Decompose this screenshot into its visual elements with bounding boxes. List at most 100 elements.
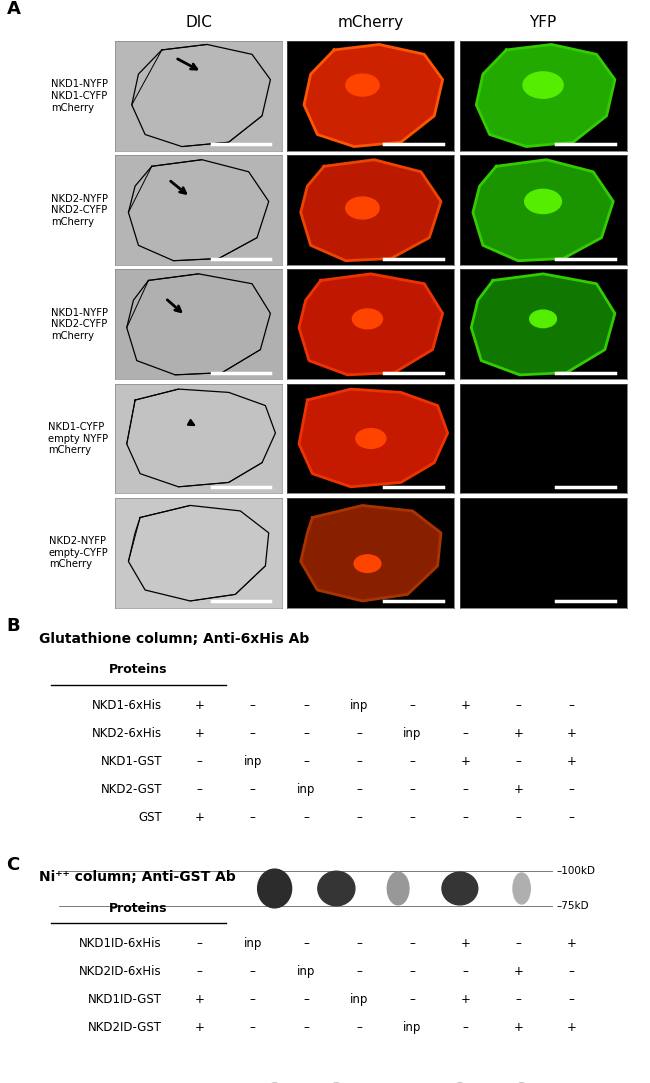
Text: –100kD: –100kD: [556, 865, 595, 876]
Text: –: –: [197, 783, 203, 796]
Text: –: –: [410, 965, 415, 978]
Text: +: +: [460, 937, 470, 950]
Text: –: –: [410, 811, 415, 824]
Circle shape: [346, 197, 379, 219]
Text: –: –: [356, 1021, 362, 1034]
Text: –: –: [515, 699, 521, 712]
Text: NKD2ID-6xHis: NKD2ID-6xHis: [79, 965, 162, 978]
Text: inp: inp: [403, 727, 421, 740]
Text: –: –: [250, 727, 255, 740]
Text: –: –: [515, 755, 521, 768]
Text: Glutathione column; Anti-6xHis Ab: Glutathione column; Anti-6xHis Ab: [39, 632, 309, 647]
Polygon shape: [301, 159, 441, 261]
Text: –: –: [462, 965, 468, 978]
Text: –: –: [410, 993, 415, 1006]
Text: –: –: [356, 755, 362, 768]
Text: –: –: [569, 699, 575, 712]
Text: –: –: [197, 965, 203, 978]
Polygon shape: [476, 44, 615, 146]
Ellipse shape: [318, 871, 355, 905]
Text: GST: GST: [138, 811, 162, 824]
Circle shape: [354, 554, 381, 573]
Polygon shape: [299, 274, 443, 375]
Circle shape: [356, 429, 386, 448]
Text: –: –: [410, 783, 415, 796]
Text: +: +: [514, 783, 523, 796]
Text: –: –: [250, 783, 255, 796]
Text: Proteins: Proteins: [109, 663, 168, 677]
Text: +: +: [195, 993, 205, 1006]
Text: +: +: [460, 755, 470, 768]
Text: –: –: [303, 993, 309, 1006]
Text: –: –: [356, 965, 362, 978]
Text: –: –: [303, 1021, 309, 1034]
Text: –: –: [410, 937, 415, 950]
Text: +: +: [195, 699, 205, 712]
Text: –: –: [462, 727, 468, 740]
Text: +: +: [195, 727, 205, 740]
Text: +: +: [195, 1021, 205, 1034]
Text: –: –: [462, 783, 468, 796]
Ellipse shape: [257, 870, 292, 908]
Text: NKD2ID-GST: NKD2ID-GST: [88, 1021, 162, 1034]
Text: –: –: [303, 727, 309, 740]
Text: A: A: [6, 0, 20, 18]
Text: –: –: [197, 755, 203, 768]
Text: –: –: [515, 811, 521, 824]
Text: NKD1ID-6xHis: NKD1ID-6xHis: [79, 937, 162, 950]
Text: C: C: [6, 856, 20, 874]
Text: –: –: [515, 993, 521, 1006]
Ellipse shape: [387, 872, 409, 905]
Text: –: –: [303, 699, 309, 712]
Text: +: +: [567, 727, 577, 740]
Text: –: –: [303, 811, 309, 824]
Text: –: –: [410, 755, 415, 768]
Text: –: –: [515, 937, 521, 950]
Text: +: +: [567, 1021, 577, 1034]
Text: mCherry: mCherry: [338, 15, 404, 30]
Text: –: –: [250, 965, 255, 978]
Text: +: +: [514, 1021, 523, 1034]
Circle shape: [346, 74, 379, 96]
Text: –: –: [303, 937, 309, 950]
Text: –: –: [410, 699, 415, 712]
Text: inp: inp: [403, 1021, 421, 1034]
Text: NKD2-GST: NKD2-GST: [101, 783, 162, 796]
Text: Proteins: Proteins: [109, 901, 168, 915]
Text: –: –: [250, 993, 255, 1006]
Text: –: –: [356, 783, 362, 796]
Text: NKD1-NYFP
NKD2-CYFP
mCherry: NKD1-NYFP NKD2-CYFP mCherry: [51, 308, 109, 341]
Text: –: –: [356, 811, 362, 824]
Text: NKD2-6xHis: NKD2-6xHis: [92, 727, 162, 740]
Polygon shape: [473, 159, 613, 261]
Text: +: +: [460, 993, 470, 1006]
Text: NKD2-NYFP
NKD2-CYFP
mCherry: NKD2-NYFP NKD2-CYFP mCherry: [51, 194, 109, 226]
Text: NKD1-NYFP
NKD1-CYFP
mCherry: NKD1-NYFP NKD1-CYFP mCherry: [51, 79, 109, 113]
Text: inp: inp: [244, 937, 262, 950]
Ellipse shape: [442, 872, 478, 905]
Text: inp: inp: [244, 755, 262, 768]
Text: –: –: [197, 937, 203, 950]
Text: +: +: [460, 699, 470, 712]
Text: DIC: DIC: [185, 15, 212, 30]
Circle shape: [525, 190, 562, 213]
Text: +: +: [195, 811, 205, 824]
Text: inp: inp: [350, 993, 368, 1006]
Text: inp: inp: [350, 699, 368, 712]
Polygon shape: [471, 274, 615, 375]
Text: –: –: [356, 727, 362, 740]
Polygon shape: [304, 44, 443, 146]
Text: –: –: [569, 811, 575, 824]
Text: +: +: [514, 965, 523, 978]
Text: B: B: [6, 617, 20, 636]
Text: NKD1ID-GST: NKD1ID-GST: [88, 993, 162, 1006]
Text: NKD1-CYFP
empty NYFP
mCherry: NKD1-CYFP empty NYFP mCherry: [48, 422, 109, 455]
Text: –: –: [250, 811, 255, 824]
Text: –: –: [356, 937, 362, 950]
Text: inp: inp: [297, 783, 315, 796]
Text: –: –: [569, 783, 575, 796]
Text: –: –: [250, 699, 255, 712]
Text: YFP: YFP: [530, 15, 556, 30]
Text: –75kD: –75kD: [556, 901, 589, 912]
Text: –: –: [303, 755, 309, 768]
